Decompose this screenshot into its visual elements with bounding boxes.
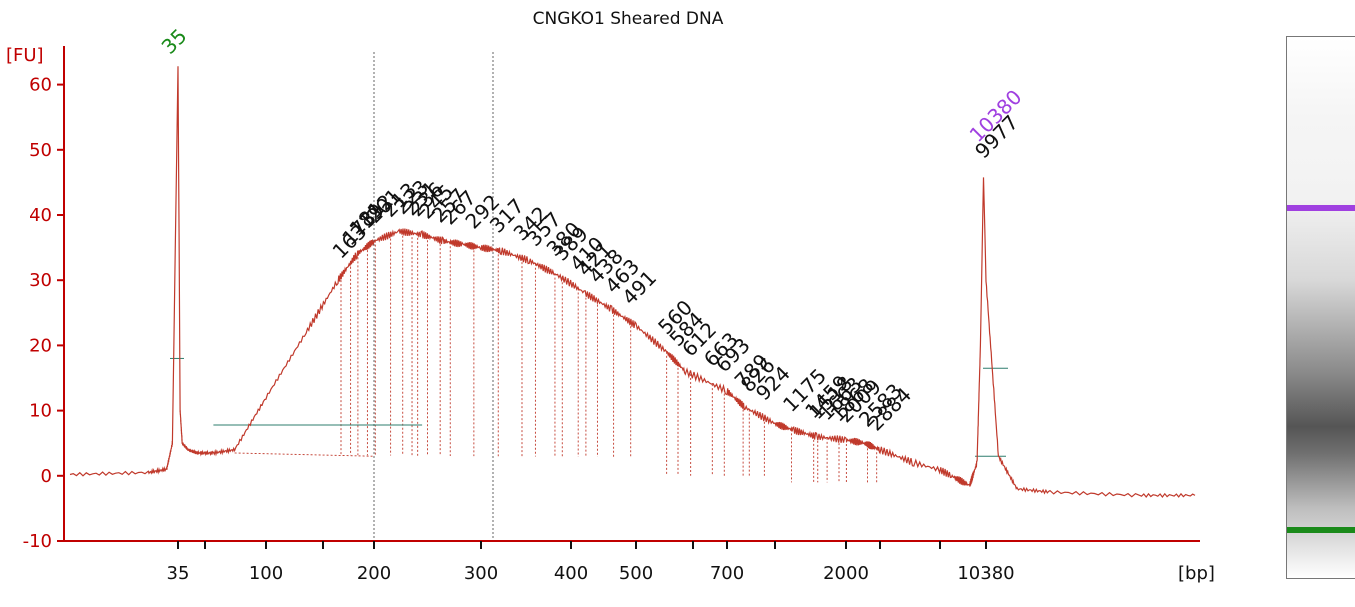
electropherogram-chart: CNGKO1 Sheared DNA [FU] [bp] -10 0 10 20 30 4… xyxy=(6,9,1215,584)
y-axis: -10 0 10 20 30 40 50 60 xyxy=(23,46,65,552)
x-tick-label: 500 xyxy=(619,563,653,584)
chart-title: CNGKO1 Sheared DNA xyxy=(533,9,724,29)
y-tick-label: 30 xyxy=(29,270,52,291)
vertical-guides xyxy=(373,52,494,541)
trace-layer xyxy=(69,66,1196,498)
y-axis-label: [FU] xyxy=(6,45,44,66)
y-tick-label: 50 xyxy=(29,140,52,161)
lower-marker-band xyxy=(1287,527,1355,533)
y-tick-label: -10 xyxy=(23,531,52,552)
y-tick-label: 40 xyxy=(29,205,52,226)
x-tick-label: 35 xyxy=(167,563,190,584)
y-tick-label: 60 xyxy=(29,75,52,96)
x-tick-label: 400 xyxy=(554,563,588,584)
x-tick-label: 2000 xyxy=(823,563,869,584)
x-tick-label: 200 xyxy=(357,563,391,584)
y-tick-label: 0 xyxy=(41,466,52,487)
peak-labels: 1631731811922012132232312362452572672923… xyxy=(157,24,1027,436)
x-axis-label: [bp] xyxy=(1178,563,1215,584)
trace-line xyxy=(69,66,1196,498)
gel-image xyxy=(1286,36,1355,579)
fraction-markers xyxy=(170,231,1008,483)
upper-marker-band xyxy=(1287,205,1355,211)
y-tick-label: 10 xyxy=(29,401,52,422)
y-tick-label: 20 xyxy=(29,335,52,356)
x-tick-label: 10380 xyxy=(957,563,1014,584)
x-axis: 35 100 200 300 400 500 700 2000 10380 xyxy=(64,540,1200,584)
marker-label: 35 xyxy=(157,24,192,59)
gel-lane xyxy=(1287,37,1355,578)
x-tick-label: 100 xyxy=(249,563,283,584)
x-tick-label: 300 xyxy=(464,563,498,584)
fraction-baseline xyxy=(234,452,375,457)
x-tick-label: 700 xyxy=(710,563,744,584)
